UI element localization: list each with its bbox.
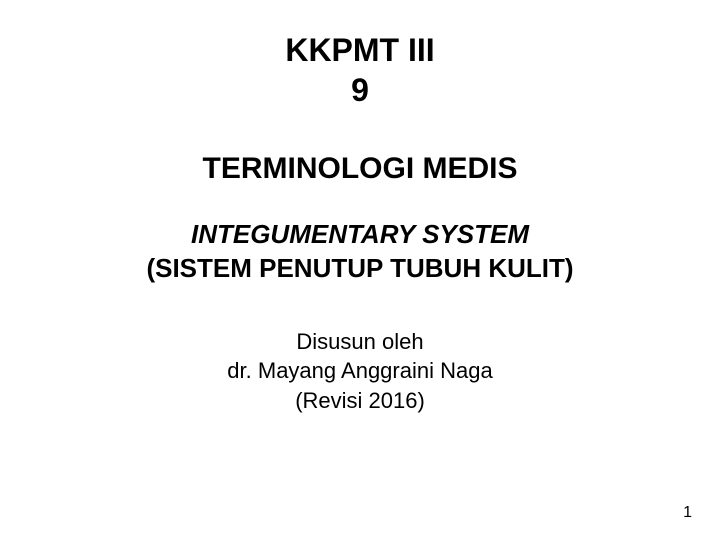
- slide: KKPMT III 9 TERMINOLOGI MEDIS INTEGUMENT…: [0, 0, 720, 540]
- revision-text: (Revisi 2016): [0, 386, 720, 416]
- author-block: Disusun oleh dr. Mayang Anggraini Naga (…: [0, 327, 720, 416]
- byline-label: Disusun oleh: [0, 327, 720, 357]
- header-line-2: 9: [0, 70, 720, 110]
- subtitle-paren: (SISTEM PENUTUP TUBUH KULIT): [0, 252, 720, 285]
- page-number: 1: [683, 504, 692, 522]
- subtitle-block: INTEGUMENTARY SYSTEM (SISTEM PENUTUP TUB…: [0, 218, 720, 285]
- main-title: TERMINOLOGI MEDIS: [0, 150, 720, 188]
- header-line-1: KKPMT III: [0, 30, 720, 70]
- header-block: KKPMT III 9: [0, 30, 720, 110]
- author-name: dr. Mayang Anggraini Naga: [0, 356, 720, 386]
- subtitle-italic: INTEGUMENTARY SYSTEM: [0, 218, 720, 251]
